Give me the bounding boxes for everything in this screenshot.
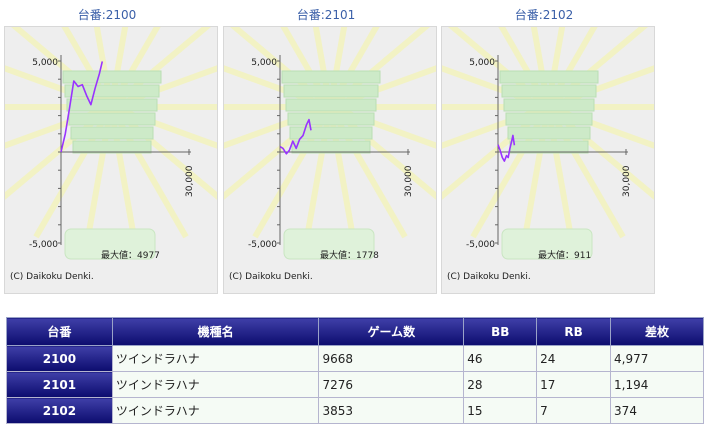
header-difference: 差枚 — [610, 317, 704, 346]
x-max-tick-label: 30,000 — [185, 165, 195, 197]
header-bb: BB — [463, 317, 538, 346]
model-name-cell: ツインドラハナ — [111, 345, 320, 372]
chart-background-art — [0, 0, 261, 260]
game-count-cell: 9668 — [318, 345, 465, 372]
y-min-tick-label: -5,000 — [466, 240, 495, 250]
background-tray — [64, 228, 156, 260]
x-max-tick-label: 30,000 — [404, 165, 414, 197]
background-tray — [501, 228, 593, 260]
series-line — [279, 118, 312, 155]
background-tray — [283, 228, 375, 260]
background-block — [507, 126, 591, 140]
graph-panel-2100: 台番:2100 5,000 -5,000 30,000 最大値：4977 (C)… — [0, 0, 261, 294]
bb-cell: 15 — [463, 397, 538, 424]
chart-series — [60, 61, 104, 153]
machine-number-cell[interactable]: 2101 — [6, 371, 113, 398]
difference-cell: 4,977 — [610, 345, 704, 372]
header-machine-number: 台番 — [6, 317, 113, 346]
background-block — [70, 126, 154, 140]
background-block — [66, 98, 158, 112]
rb-cell: 7 — [536, 397, 612, 424]
panel-title[interactable]: 台番:2100 — [77, 8, 137, 22]
header-rb: RB — [536, 317, 612, 346]
table-header-row: 台番 機種名 ゲーム数 BB RB 差枚 — [6, 317, 704, 346]
series-line — [60, 61, 104, 153]
machine-number-cell[interactable]: 2100 — [6, 345, 113, 372]
graph-panel-2101: 台番:2101 5,000 -5,000 30,000 最大値：1778 (C)… — [180, 0, 480, 294]
background-block — [505, 112, 593, 126]
copyright-label: (C) Daikoku Denki. — [229, 272, 313, 282]
difference-cell: 374 — [610, 397, 704, 424]
chart-svg: 5,000 -5,000 30,000 最大値：4977 (C) Daikoku… — [0, 0, 261, 282]
x-max-tick-label: 30,000 — [622, 165, 632, 197]
chart-svg: 5,000 -5,000 30,000 最大値：911 (C) Daikoku … — [398, 0, 698, 282]
copyright-label: (C) Daikoku Denki. — [10, 272, 94, 282]
background-block — [291, 140, 371, 154]
max-value-label: 最大値：911 — [538, 249, 591, 261]
header-game-count: ゲーム数 — [318, 317, 465, 346]
bb-cell: 28 — [463, 371, 538, 398]
model-name-cell: ツインドラハナ — [111, 397, 320, 424]
series-line — [497, 134, 516, 162]
copyright-label: (C) Daikoku Denki. — [447, 272, 531, 282]
y-min-tick-label: -5,000 — [248, 240, 277, 250]
y-max-tick-label: 5,000 — [251, 58, 277, 68]
slump-chart: 5,000 -5,000 30,000 最大値：911 (C) Daikoku … — [398, 0, 698, 294]
rb-cell: 24 — [536, 345, 612, 372]
y-min-tick-label: -5,000 — [29, 240, 58, 250]
machine-number-cell[interactable]: 2102 — [6, 397, 113, 424]
y-max-tick-label: 5,000 — [469, 58, 495, 68]
background-block — [64, 84, 160, 98]
background-block — [281, 70, 381, 84]
background-block — [283, 84, 379, 98]
rb-cell: 17 — [536, 371, 612, 398]
panel-title[interactable]: 台番:2102 — [514, 8, 574, 22]
panel-title[interactable]: 台番:2101 — [296, 8, 356, 22]
background-block — [62, 70, 162, 84]
background-block — [503, 98, 595, 112]
machine-data-table: 台番 機種名 ゲーム数 BB RB 差枚 2100 ツインドラハナ 9668 4… — [6, 317, 704, 424]
slump-chart: 5,000 -5,000 30,000 最大値：4977 (C) Daikoku… — [0, 0, 261, 294]
graph-panel-2102: 台番:2102 5,000 -5,000 30,000 最大値：911 (C) … — [398, 0, 698, 294]
chart-series — [497, 134, 516, 162]
background-block — [72, 140, 152, 154]
max-value-label: 最大値：1778 — [320, 249, 379, 261]
header-model-name: 機種名 — [111, 317, 320, 346]
background-block — [499, 70, 599, 84]
model-name-cell: ツインドラハナ — [111, 371, 320, 398]
background-block — [68, 112, 156, 126]
y-max-tick-label: 5,000 — [32, 58, 58, 68]
table-row: 2101 ツインドラハナ 7276 28 17 1,194 — [6, 371, 704, 398]
background-block — [285, 98, 377, 112]
game-count-cell: 3853 — [318, 397, 465, 424]
table-row: 2100 ツインドラハナ 9668 46 24 4,977 — [6, 345, 704, 372]
chart-svg: 5,000 -5,000 30,000 最大値：1778 (C) Daikoku… — [180, 0, 480, 282]
game-count-cell: 7276 — [318, 371, 465, 398]
chart-axes — [495, 55, 628, 245]
bb-cell: 46 — [463, 345, 538, 372]
table-row: 2102 ツインドラハナ 3853 15 7 374 — [6, 397, 704, 424]
background-block — [287, 112, 375, 126]
difference-cell: 1,194 — [610, 371, 704, 398]
background-block — [509, 140, 589, 154]
chart-series — [279, 118, 312, 155]
background-block — [501, 84, 597, 98]
chart-axes — [277, 55, 410, 245]
slump-chart: 5,000 -5,000 30,000 最大値：1778 (C) Daikoku… — [180, 0, 480, 294]
max-value-label: 最大値：4977 — [101, 249, 160, 261]
